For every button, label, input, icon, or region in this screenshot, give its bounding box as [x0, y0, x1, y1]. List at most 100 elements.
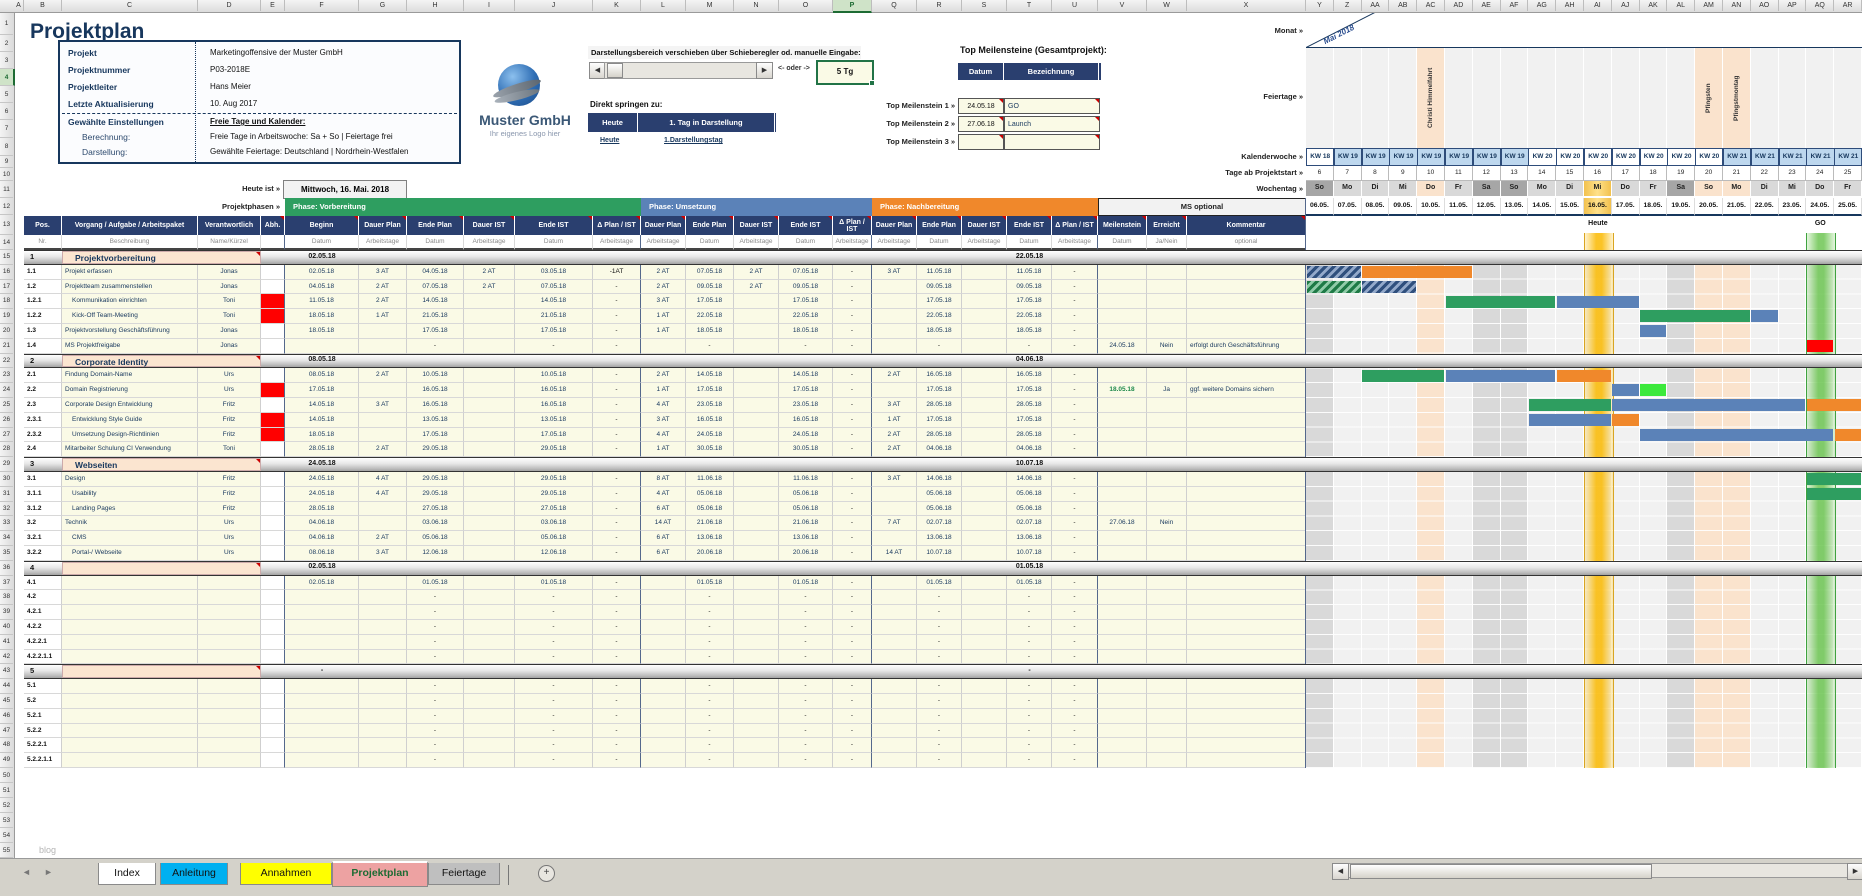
cell-value[interactable] [359, 324, 407, 339]
cell-pos[interactable]: 5.2 [24, 694, 62, 709]
cell-value[interactable] [464, 679, 515, 694]
cell-value[interactable] [1187, 531, 1306, 546]
cell-value[interactable]: 4 AT [359, 472, 407, 487]
column-letter-O[interactable]: O [779, 0, 833, 11]
cell-value[interactable]: - [917, 620, 962, 635]
cell-value[interactable]: - [779, 590, 833, 606]
project-day-cell[interactable]: 12 [1472, 166, 1501, 181]
cell-value[interactable]: - [1052, 383, 1098, 398]
cell-value[interactable] [734, 634, 779, 650]
cell-desc[interactable]: Design [62, 472, 198, 487]
cell-value[interactable]: 04.06.18 [285, 531, 359, 546]
cell-value[interactable] [962, 546, 1007, 561]
cell-value[interactable] [734, 694, 779, 709]
cell-value[interactable]: 3 AT [359, 264, 407, 280]
table-header-dauer-ist[interactable]: Dauer IST [734, 216, 779, 235]
cell-dep[interactable] [261, 412, 285, 428]
cell-desc[interactable]: Kick-Off Team-Meeting [62, 309, 198, 324]
cell-value[interactable]: - [686, 753, 734, 768]
cell-value[interactable] [464, 383, 515, 398]
cell-value[interactable] [734, 575, 779, 591]
cell-value[interactable] [1147, 723, 1187, 739]
weekday-cell[interactable]: Mi [1389, 181, 1418, 196]
cell-value[interactable] [1098, 486, 1147, 502]
project-day-cell[interactable]: 21 [1723, 166, 1751, 181]
cell-value[interactable]: 2 AT [359, 531, 407, 546]
cell-dep[interactable] [261, 708, 285, 724]
cell-value[interactable]: - [593, 575, 641, 591]
cell-value[interactable] [1187, 264, 1306, 280]
table-header-beginn[interactable]: Beginn [285, 216, 359, 235]
cell-value[interactable]: 14.05.18 [779, 368, 833, 384]
row-number-45[interactable]: 45 [0, 694, 13, 709]
cell-value[interactable] [1147, 427, 1187, 443]
cell-value[interactable] [464, 738, 515, 754]
weekday-cell[interactable]: Sa [1472, 181, 1501, 196]
cell-value[interactable]: 17.05.18 [917, 383, 962, 398]
row-number-18[interactable]: 18 [0, 294, 13, 310]
cell-value[interactable] [464, 309, 515, 324]
cell-value[interactable]: erfolgt durch Geschäftsführung [1187, 338, 1306, 354]
cell-value[interactable]: 2 AT [734, 264, 779, 280]
cell-value[interactable]: - [833, 753, 872, 768]
cell-desc[interactable] [62, 708, 198, 724]
cell-pos[interactable]: 3.1.2 [24, 501, 62, 517]
row-number-35[interactable]: 35 [0, 546, 13, 561]
cell-value[interactable]: - [779, 694, 833, 709]
date-cell[interactable]: 20.05. [1695, 198, 1723, 216]
cell-value[interactable]: 02.05.18 [285, 264, 359, 280]
cell-desc[interactable] [62, 649, 198, 665]
cell-value[interactable]: - [1052, 516, 1098, 532]
column-letter-AM[interactable]: AM [1695, 0, 1723, 11]
cell-dep[interactable] [261, 264, 285, 280]
cell-dep[interactable] [261, 501, 285, 517]
row-number-23[interactable]: 23 [0, 368, 13, 384]
cell-value[interactable] [1147, 738, 1187, 754]
column-letter-G[interactable]: G [359, 0, 407, 11]
table-header--plan-ist[interactable]: Δ Plan / IST [833, 216, 872, 235]
column-letter-R[interactable]: R [917, 0, 962, 11]
cell-value[interactable]: - [917, 679, 962, 694]
cell-value[interactable] [1187, 427, 1306, 443]
date-cell[interactable]: 24.05. [1806, 198, 1835, 216]
cell-value[interactable]: - [833, 398, 872, 413]
cell-desc[interactable] [62, 634, 198, 650]
cell-value[interactable] [1187, 516, 1306, 532]
column-letter-C[interactable]: C [62, 0, 198, 11]
cell-value[interactable] [641, 723, 686, 739]
cell-value[interactable]: - [1052, 427, 1098, 443]
cell-value[interactable] [1147, 412, 1187, 428]
column-letter-D[interactable]: D [198, 0, 261, 11]
cell-value[interactable]: 2 AT [464, 264, 515, 280]
cell-value[interactable]: 17.05.18 [515, 324, 593, 339]
row-number-12[interactable]: 12 [0, 198, 13, 215]
table-header--plan-ist[interactable]: Δ Plan / IST [1052, 216, 1098, 235]
top-milestone-date-1[interactable]: 24.05.18 [958, 98, 1004, 114]
cell-value[interactable] [734, 620, 779, 635]
cell-value[interactable]: - [1052, 620, 1098, 635]
cell-value[interactable]: 10.07.18 [1007, 546, 1052, 561]
cell-value[interactable]: - [515, 620, 593, 635]
cell-dep[interactable] [261, 516, 285, 532]
cell-value[interactable] [962, 324, 1007, 339]
sheet-tab-anleitung[interactable]: Anleitung [160, 863, 228, 885]
cell-dep[interactable] [261, 383, 285, 398]
cell-value[interactable] [464, 723, 515, 739]
cell-value[interactable] [359, 753, 407, 768]
column-letter-AO[interactable]: AO [1751, 0, 1779, 11]
cell-value[interactable]: 12.06.18 [515, 546, 593, 561]
cell-value[interactable]: 05.06.18 [917, 501, 962, 517]
cell-value[interactable]: - [686, 738, 734, 754]
cell-desc[interactable]: Projektvorstellung Geschäftsführung [62, 324, 198, 339]
cell-value[interactable] [872, 649, 917, 665]
cell-desc[interactable]: MS Projektfreigabe [62, 338, 198, 354]
cell-value[interactable]: 18.05.18 [1098, 383, 1147, 398]
cell-value[interactable]: 27.05.18 [407, 501, 464, 517]
row-number-10[interactable]: 10 [0, 168, 13, 181]
cell-dep[interactable] [261, 694, 285, 709]
row-number-21[interactable]: 21 [0, 339, 13, 354]
cell-value[interactable] [1187, 575, 1306, 591]
cell-desc[interactable] [62, 723, 198, 739]
cell-value[interactable]: 4 AT [641, 486, 686, 502]
cell-resp[interactable] [198, 753, 261, 768]
